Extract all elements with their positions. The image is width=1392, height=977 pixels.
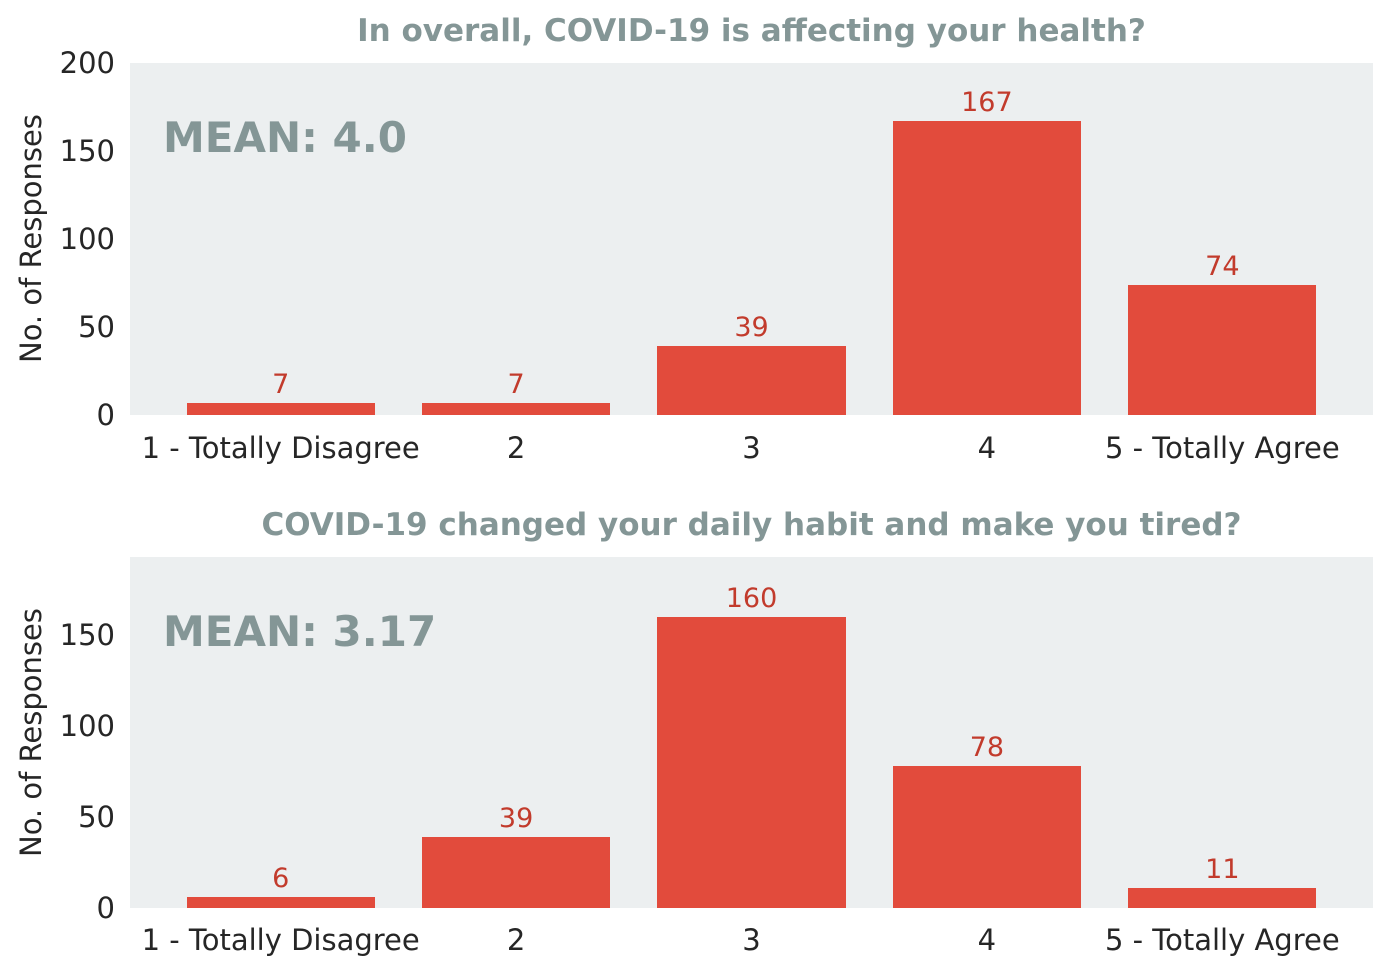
- bar-value-label: 39: [498, 803, 534, 835]
- bar-value-label: 74: [1205, 250, 1240, 282]
- x-tick-label: 2: [506, 923, 526, 957]
- bar: [892, 766, 1082, 908]
- y-tick-label: 0: [96, 891, 115, 925]
- mean-annotation: MEAN: 3.17: [163, 607, 437, 656]
- y-tick-label: 0: [96, 398, 115, 432]
- bar-value-label: 6: [272, 863, 290, 895]
- plot-area: MEAN: 3.17 6 39 160 78 11: [130, 557, 1373, 908]
- mean-annotation: MEAN: 4.0: [163, 113, 407, 162]
- bar: [186, 897, 375, 908]
- bar-value-label: 7: [507, 368, 525, 400]
- bar: [657, 346, 846, 415]
- y-tick-label: 100: [59, 709, 115, 744]
- chart-title: COVID-19 changed your daily habit and ma…: [261, 507, 1242, 543]
- y-tick-label: 150: [59, 134, 115, 168]
- y-tick-label: 200: [59, 46, 115, 80]
- chart-title: In overall, COVID-19 is affecting your h…: [357, 13, 1146, 49]
- x-tick-label: 4: [977, 431, 997, 465]
- bar: [892, 121, 1082, 415]
- x-tick-label: 1 - Totally Disagree: [141, 923, 420, 957]
- bar-value-label: 167: [961, 87, 1013, 119]
- bar: [421, 402, 611, 415]
- x-tick-label: 4: [977, 923, 997, 957]
- bar-value-label: 11: [1205, 854, 1240, 885]
- y-tick-label: 50: [78, 800, 115, 835]
- x-tick-label: 1 - Totally Disagree: [141, 431, 420, 465]
- y-tick-label: 50: [78, 310, 115, 344]
- x-tick-label: 5 - Totally Agree: [1104, 923, 1340, 957]
- x-tick-label: 3: [742, 431, 761, 465]
- x-tick-label: 2: [506, 431, 526, 465]
- y-tick-label: 100: [59, 222, 115, 256]
- bar: [186, 402, 375, 415]
- bar-value-label: 39: [734, 312, 769, 344]
- y-tick-label: 150: [59, 618, 115, 653]
- bar: [1128, 284, 1317, 415]
- bar: [421, 837, 611, 908]
- bar: [657, 617, 846, 908]
- bar-value-label: 7: [272, 368, 290, 400]
- bar-value-label: 78: [969, 732, 1005, 764]
- bar: [1128, 888, 1317, 908]
- x-tick-label: 5 - Totally Agree: [1104, 431, 1340, 465]
- plot-area: MEAN: 4.0 7 7 39 167 74: [130, 63, 1373, 415]
- x-tick-label: 3: [742, 923, 761, 957]
- bar-value-label: 160: [725, 583, 778, 615]
